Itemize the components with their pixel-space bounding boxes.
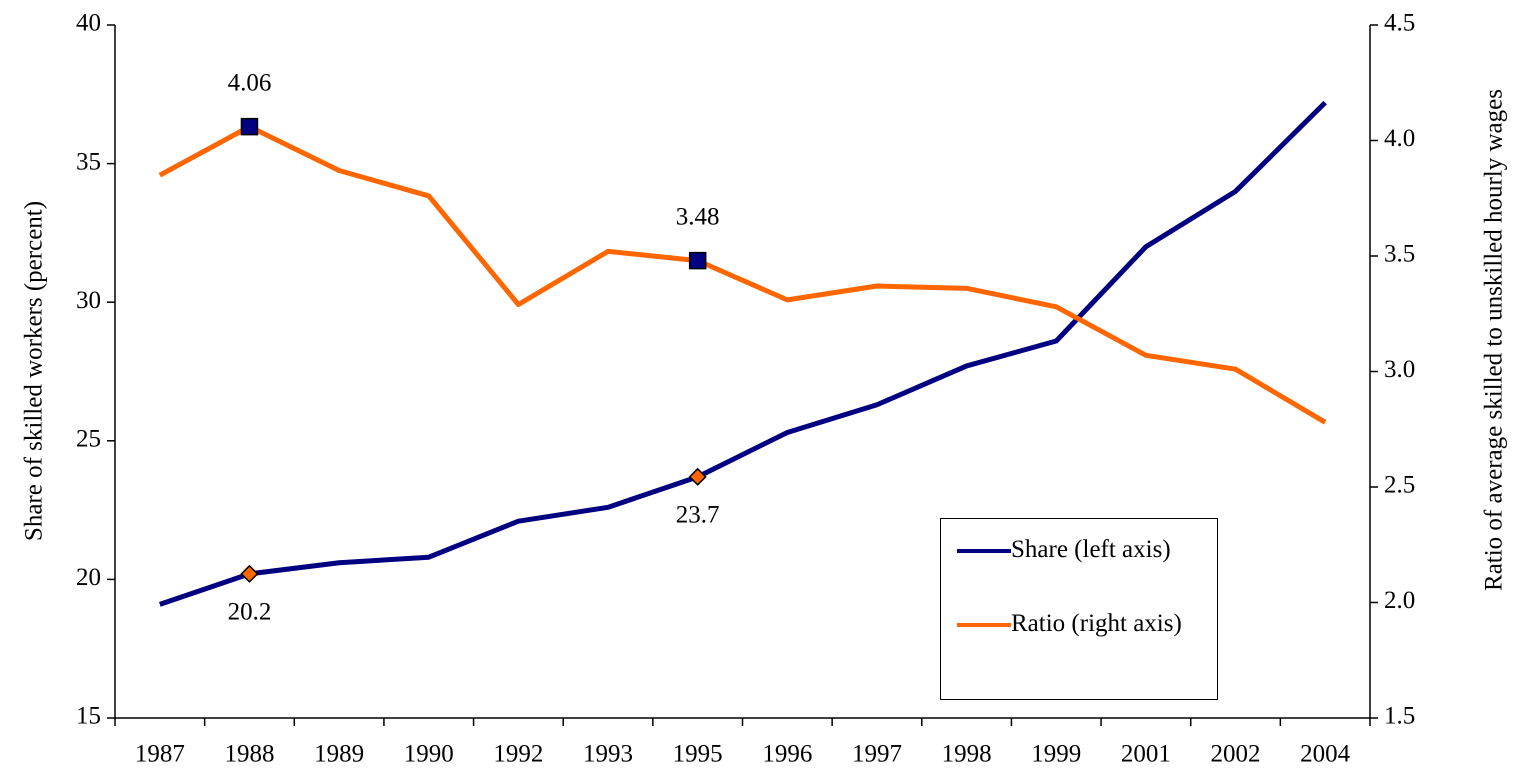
- x-tick-label: 1995: [673, 741, 723, 768]
- x-tick-label: 1990: [404, 741, 454, 768]
- x-tick-label: 1987: [135, 741, 185, 768]
- y2-tick-label: 3.0: [1384, 356, 1415, 383]
- marker: [240, 564, 259, 583]
- legend-item: Ratio (right axis): [957, 609, 1201, 639]
- legend-label: Share (left axis): [1011, 536, 1171, 563]
- data-label: 3.48: [676, 203, 720, 230]
- marker: [688, 467, 707, 486]
- data-label: 20.2: [228, 599, 272, 626]
- marker: [688, 251, 707, 270]
- y2-tick-label: 4.5: [1384, 10, 1415, 37]
- y2-tick-label: 1.5: [1384, 703, 1415, 730]
- x-tick-label: 2004: [1300, 741, 1351, 768]
- x-tick-label: 1996: [762, 741, 812, 768]
- x-tick-label: 1989: [314, 741, 364, 768]
- y-tick-label: 25: [76, 426, 101, 453]
- x-tick-label: 1992: [493, 741, 543, 768]
- x-tick-label: 1999: [1031, 741, 1081, 768]
- y-tick-label: 30: [76, 287, 101, 314]
- y-tick-label: 35: [76, 148, 101, 175]
- y2-tick-label: 3.5: [1384, 241, 1415, 268]
- y2-axis-label: Ratio of average skilled to unskilled ho…: [1481, 89, 1508, 591]
- y2-tick-label: 2.0: [1384, 587, 1415, 614]
- y-axis-label: Share of skilled workers (percent): [21, 201, 48, 541]
- x-tick-label: 1988: [224, 741, 274, 768]
- x-tick-label: 1998: [942, 741, 992, 768]
- legend: Share (left axis) Ratio (right axis): [940, 518, 1218, 700]
- x-tick-label: 2001: [1121, 741, 1171, 768]
- legend-swatch: [957, 549, 1011, 553]
- series-line: [159, 100, 1327, 607]
- y-tick-label: 15: [76, 703, 101, 730]
- y-tick-label: 40: [76, 10, 101, 37]
- legend-label: Ratio (right axis): [1011, 610, 1182, 637]
- x-tick-label: 1997: [852, 741, 902, 768]
- legend-item: Share (left axis): [957, 535, 1201, 565]
- data-label: 4.06: [228, 69, 272, 96]
- y2-tick-label: 4.0: [1384, 125, 1415, 152]
- series-line: [158, 124, 1327, 425]
- y2-tick-label: 2.5: [1384, 472, 1415, 499]
- marker: [240, 117, 259, 136]
- x-tick-label: 2002: [1211, 741, 1261, 768]
- legend-swatch: [957, 623, 1011, 627]
- x-tick-label: 1993: [583, 741, 633, 768]
- data-label: 23.7: [676, 502, 720, 529]
- y-tick-label: 20: [76, 564, 101, 591]
